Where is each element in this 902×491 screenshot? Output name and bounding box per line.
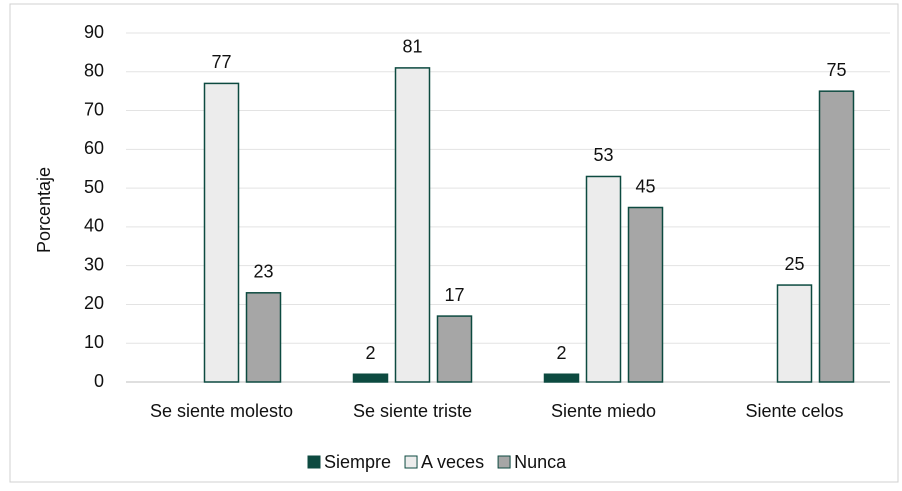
y-tick-label: 50 bbox=[84, 177, 104, 197]
x-tick-label: Siente celos bbox=[745, 401, 843, 421]
y-tick-label: 80 bbox=[84, 61, 104, 81]
legend-label: A veces bbox=[421, 452, 484, 472]
legend-swatch bbox=[497, 455, 511, 469]
data-label: 25 bbox=[784, 254, 804, 274]
bar bbox=[543, 373, 580, 383]
bar bbox=[627, 206, 664, 383]
y-tick-label: 90 bbox=[84, 22, 104, 42]
bar bbox=[203, 82, 240, 383]
y-tick-label: 20 bbox=[84, 293, 104, 313]
data-label: 2 bbox=[365, 343, 375, 363]
legend-label: Nunca bbox=[514, 452, 567, 472]
data-label: 2 bbox=[556, 343, 566, 363]
legend-label: Siempre bbox=[324, 452, 391, 472]
data-label: 77 bbox=[211, 52, 231, 72]
y-tick-label: 70 bbox=[84, 99, 104, 119]
chart-frame bbox=[9, 3, 899, 483]
data-label: 45 bbox=[635, 176, 655, 196]
bar bbox=[245, 292, 282, 383]
y-tick-label: 30 bbox=[84, 254, 104, 274]
data-label: 81 bbox=[402, 37, 422, 57]
y-tick-label: 10 bbox=[84, 332, 104, 352]
legend-swatch bbox=[307, 455, 321, 469]
bar bbox=[394, 67, 431, 383]
x-tick-label: Se siente triste bbox=[353, 401, 472, 421]
y-tick-label: 60 bbox=[84, 138, 104, 158]
y-tick-label: 40 bbox=[84, 216, 104, 236]
data-label: 75 bbox=[826, 60, 846, 80]
data-label: 53 bbox=[593, 145, 613, 165]
y-tick-label: 0 bbox=[94, 371, 104, 391]
bar bbox=[818, 90, 855, 383]
bar bbox=[585, 175, 622, 383]
data-label: 17 bbox=[444, 285, 464, 305]
x-tick-label: Siente miedo bbox=[551, 401, 656, 421]
data-label: 23 bbox=[253, 262, 273, 282]
legend-swatch bbox=[404, 455, 418, 469]
y-axis-title: Porcentaje bbox=[34, 167, 54, 253]
bar bbox=[776, 284, 813, 383]
bar bbox=[436, 315, 473, 383]
x-tick-label: Se siente molesto bbox=[150, 401, 293, 421]
bar bbox=[352, 373, 389, 383]
